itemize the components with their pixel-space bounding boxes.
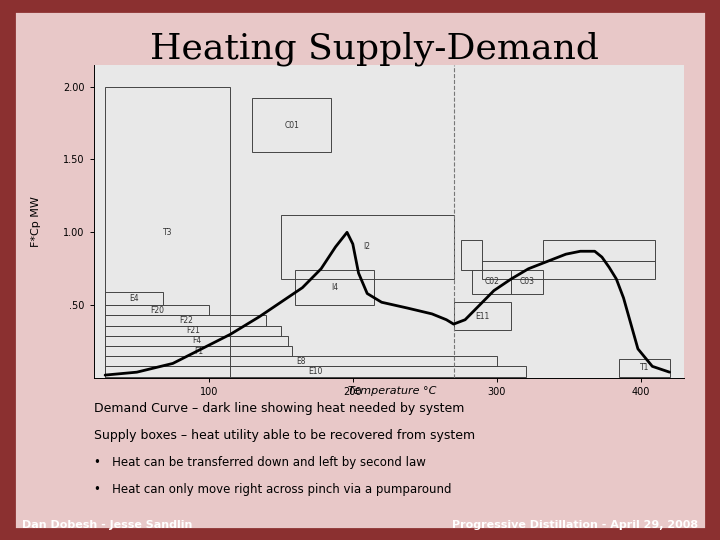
Bar <box>482 261 655 279</box>
Bar <box>105 346 292 356</box>
Bar <box>472 270 511 294</box>
Text: Temperature °C: Temperature °C <box>348 386 436 396</box>
Text: F20: F20 <box>150 306 164 315</box>
Text: T1: T1 <box>639 363 649 372</box>
Bar <box>543 240 655 261</box>
Text: Heating Supply-Demand: Heating Supply-Demand <box>150 31 599 66</box>
Text: Progressive Distillation - April 29, 2008: Progressive Distillation - April 29, 200… <box>452 520 698 530</box>
Text: E8: E8 <box>296 357 306 366</box>
Bar <box>461 240 482 270</box>
Text: Demand Curve – dark line showing heat needed by system: Demand Curve – dark line showing heat ne… <box>94 402 464 415</box>
Text: F21: F21 <box>186 326 200 335</box>
Bar <box>105 86 230 378</box>
Text: Dan Dobesh - Jesse Sandlin: Dan Dobesh - Jesse Sandlin <box>22 520 192 530</box>
Text: F*Cp MW: F*Cp MW <box>31 196 41 247</box>
Text: E10: E10 <box>308 367 323 376</box>
Bar <box>619 359 670 376</box>
Text: F1: F1 <box>194 347 203 355</box>
Text: C02: C02 <box>485 278 499 286</box>
Text: F22: F22 <box>179 316 193 325</box>
Bar <box>105 356 497 366</box>
Text: •   Heat can only move right across pinch via a pumparound: • Heat can only move right across pinch … <box>94 483 451 496</box>
Text: T3: T3 <box>163 228 173 237</box>
Text: E11: E11 <box>475 312 490 321</box>
Text: I4: I4 <box>331 283 338 292</box>
Bar <box>511 270 543 294</box>
Text: C01: C01 <box>284 121 299 130</box>
Bar <box>105 315 266 326</box>
Bar <box>281 215 454 279</box>
Text: C03: C03 <box>520 278 534 286</box>
Bar <box>105 292 163 305</box>
Text: Supply boxes – heat utility able to be recovered from system: Supply boxes – heat utility able to be r… <box>94 429 474 442</box>
Bar <box>295 270 374 305</box>
Text: E4: E4 <box>129 294 139 303</box>
Bar <box>105 305 209 315</box>
Bar <box>105 366 526 376</box>
Bar <box>105 336 288 346</box>
Bar <box>105 326 281 336</box>
Bar <box>252 98 331 152</box>
Text: F4: F4 <box>192 336 201 346</box>
Text: •   Heat can be transferred down and left by second law: • Heat can be transferred down and left … <box>94 456 426 469</box>
Text: I2: I2 <box>364 242 371 252</box>
Bar <box>454 302 511 330</box>
